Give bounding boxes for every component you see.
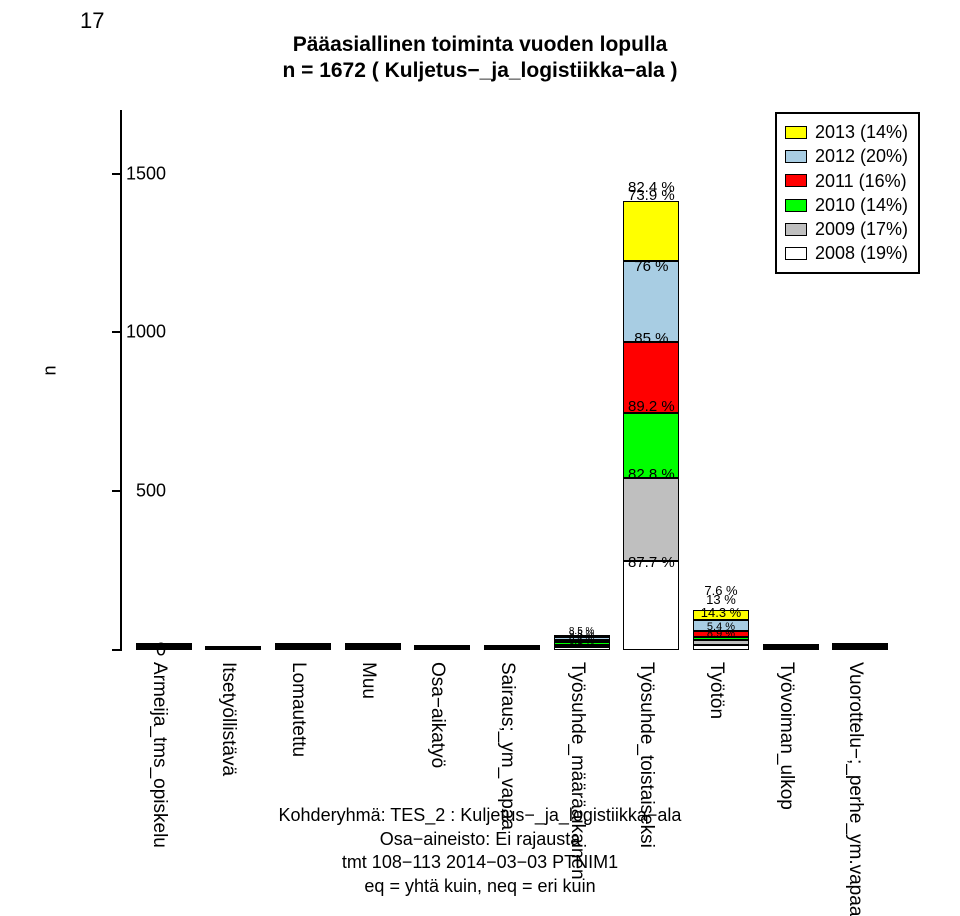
- y-tick-label: 1000: [126, 322, 166, 343]
- bar-segment: [623, 201, 679, 261]
- bar-segment: [414, 645, 470, 647]
- legend-swatch: [785, 174, 807, 187]
- segment-percent-label: 87.7 %: [628, 554, 675, 571]
- page-number: 17: [80, 8, 104, 34]
- segment-percent-label: 76 %: [634, 258, 668, 275]
- x-category-label: Itsetyöllistävä: [217, 662, 239, 776]
- segment-percent-label: 73.9 %: [628, 187, 675, 204]
- bar-segment: [205, 646, 261, 648]
- legend-swatch: [785, 150, 807, 163]
- x-category-label: Lomautettu: [287, 662, 309, 757]
- title-line-1: Pääasiallinen toiminta vuoden lopulla: [0, 32, 960, 58]
- legend-row: 2010 (14%): [785, 193, 908, 217]
- legend-label: 2008 (19%): [815, 241, 908, 265]
- bar-segment: [345, 643, 401, 645]
- bar-segment: [693, 640, 749, 645]
- legend-label: 2010 (14%): [815, 193, 908, 217]
- legend-row: 2011 (16%): [785, 169, 908, 193]
- bar-segment: [623, 478, 679, 561]
- x-category-label: Työvoiman_ulkop: [775, 662, 797, 810]
- legend-row: 2008 (19%): [785, 241, 908, 265]
- legend-swatch: [785, 247, 807, 260]
- y-axis-label: n: [40, 365, 61, 375]
- y-tick-label: 1500: [126, 163, 166, 184]
- chart-area: n 0500100015008.5 %9.8 %6.4 %6.1 %82.4 %…: [60, 110, 900, 690]
- x-category-label: Työtön: [705, 662, 727, 719]
- y-tick-label: 500: [136, 481, 166, 502]
- x-category-label: Osa−aikatyö: [426, 662, 448, 768]
- footer-line-4: eq = yhtä kuin, neq = eri kuin: [0, 875, 960, 898]
- x-category-label: Muu: [357, 662, 379, 699]
- legend: 2013 (14%)2012 (20%)2011 (16%)2010 (14%)…: [775, 112, 920, 274]
- legend-swatch: [785, 223, 807, 236]
- segment-percent-label: 85 %: [634, 330, 668, 347]
- y-tick: [112, 649, 122, 651]
- segment-percent-label: 89.2 %: [628, 398, 675, 415]
- y-tick: [112, 173, 122, 175]
- chart-footer: Kohderyhmä: TES_2 : Kuljetus−_ja_logisti…: [0, 804, 960, 898]
- segment-percent-label: 82.8 %: [628, 466, 675, 483]
- bar-segment: [623, 561, 679, 650]
- segment-percent-label: 8.9 %: [707, 628, 735, 640]
- bar-segment: [136, 643, 192, 645]
- legend-row: 2009 (17%): [785, 217, 908, 241]
- bar-segment: [763, 644, 819, 646]
- legend-label: 2011 (16%): [815, 169, 907, 193]
- segment-percent-label: 6.1 %: [569, 636, 595, 647]
- footer-line-3: tmt 108−113 2014−03−03 PTNIM1: [0, 851, 960, 874]
- title-line-2: n = 1672 ( Kuljetus−_ja_logistiikka−ala …: [0, 58, 960, 84]
- footer-line-1: Kohderyhmä: TES_2 : Kuljetus−_ja_logisti…: [0, 804, 960, 827]
- legend-swatch: [785, 126, 807, 139]
- chart-title: Pääasiallinen toiminta vuoden lopulla n …: [0, 32, 960, 85]
- legend-swatch: [785, 199, 807, 212]
- bar-segment: [832, 643, 888, 645]
- bar-segment: [275, 643, 331, 645]
- y-tick: [112, 331, 122, 333]
- footer-line-2: Osa−aineisto: Ei rajausta: [0, 828, 960, 851]
- bar-segment: [484, 645, 540, 647]
- bar-segment: [693, 645, 749, 650]
- y-tick: [112, 490, 122, 492]
- bar-segment: [554, 647, 610, 650]
- legend-row: 2013 (14%): [785, 120, 908, 144]
- legend-row: 2012 (20%): [785, 144, 908, 168]
- segment-percent-label: 14.3 %: [701, 605, 741, 620]
- legend-label: 2012 (20%): [815, 144, 908, 168]
- legend-label: 2009 (17%): [815, 217, 908, 241]
- legend-label: 2013 (14%): [815, 120, 908, 144]
